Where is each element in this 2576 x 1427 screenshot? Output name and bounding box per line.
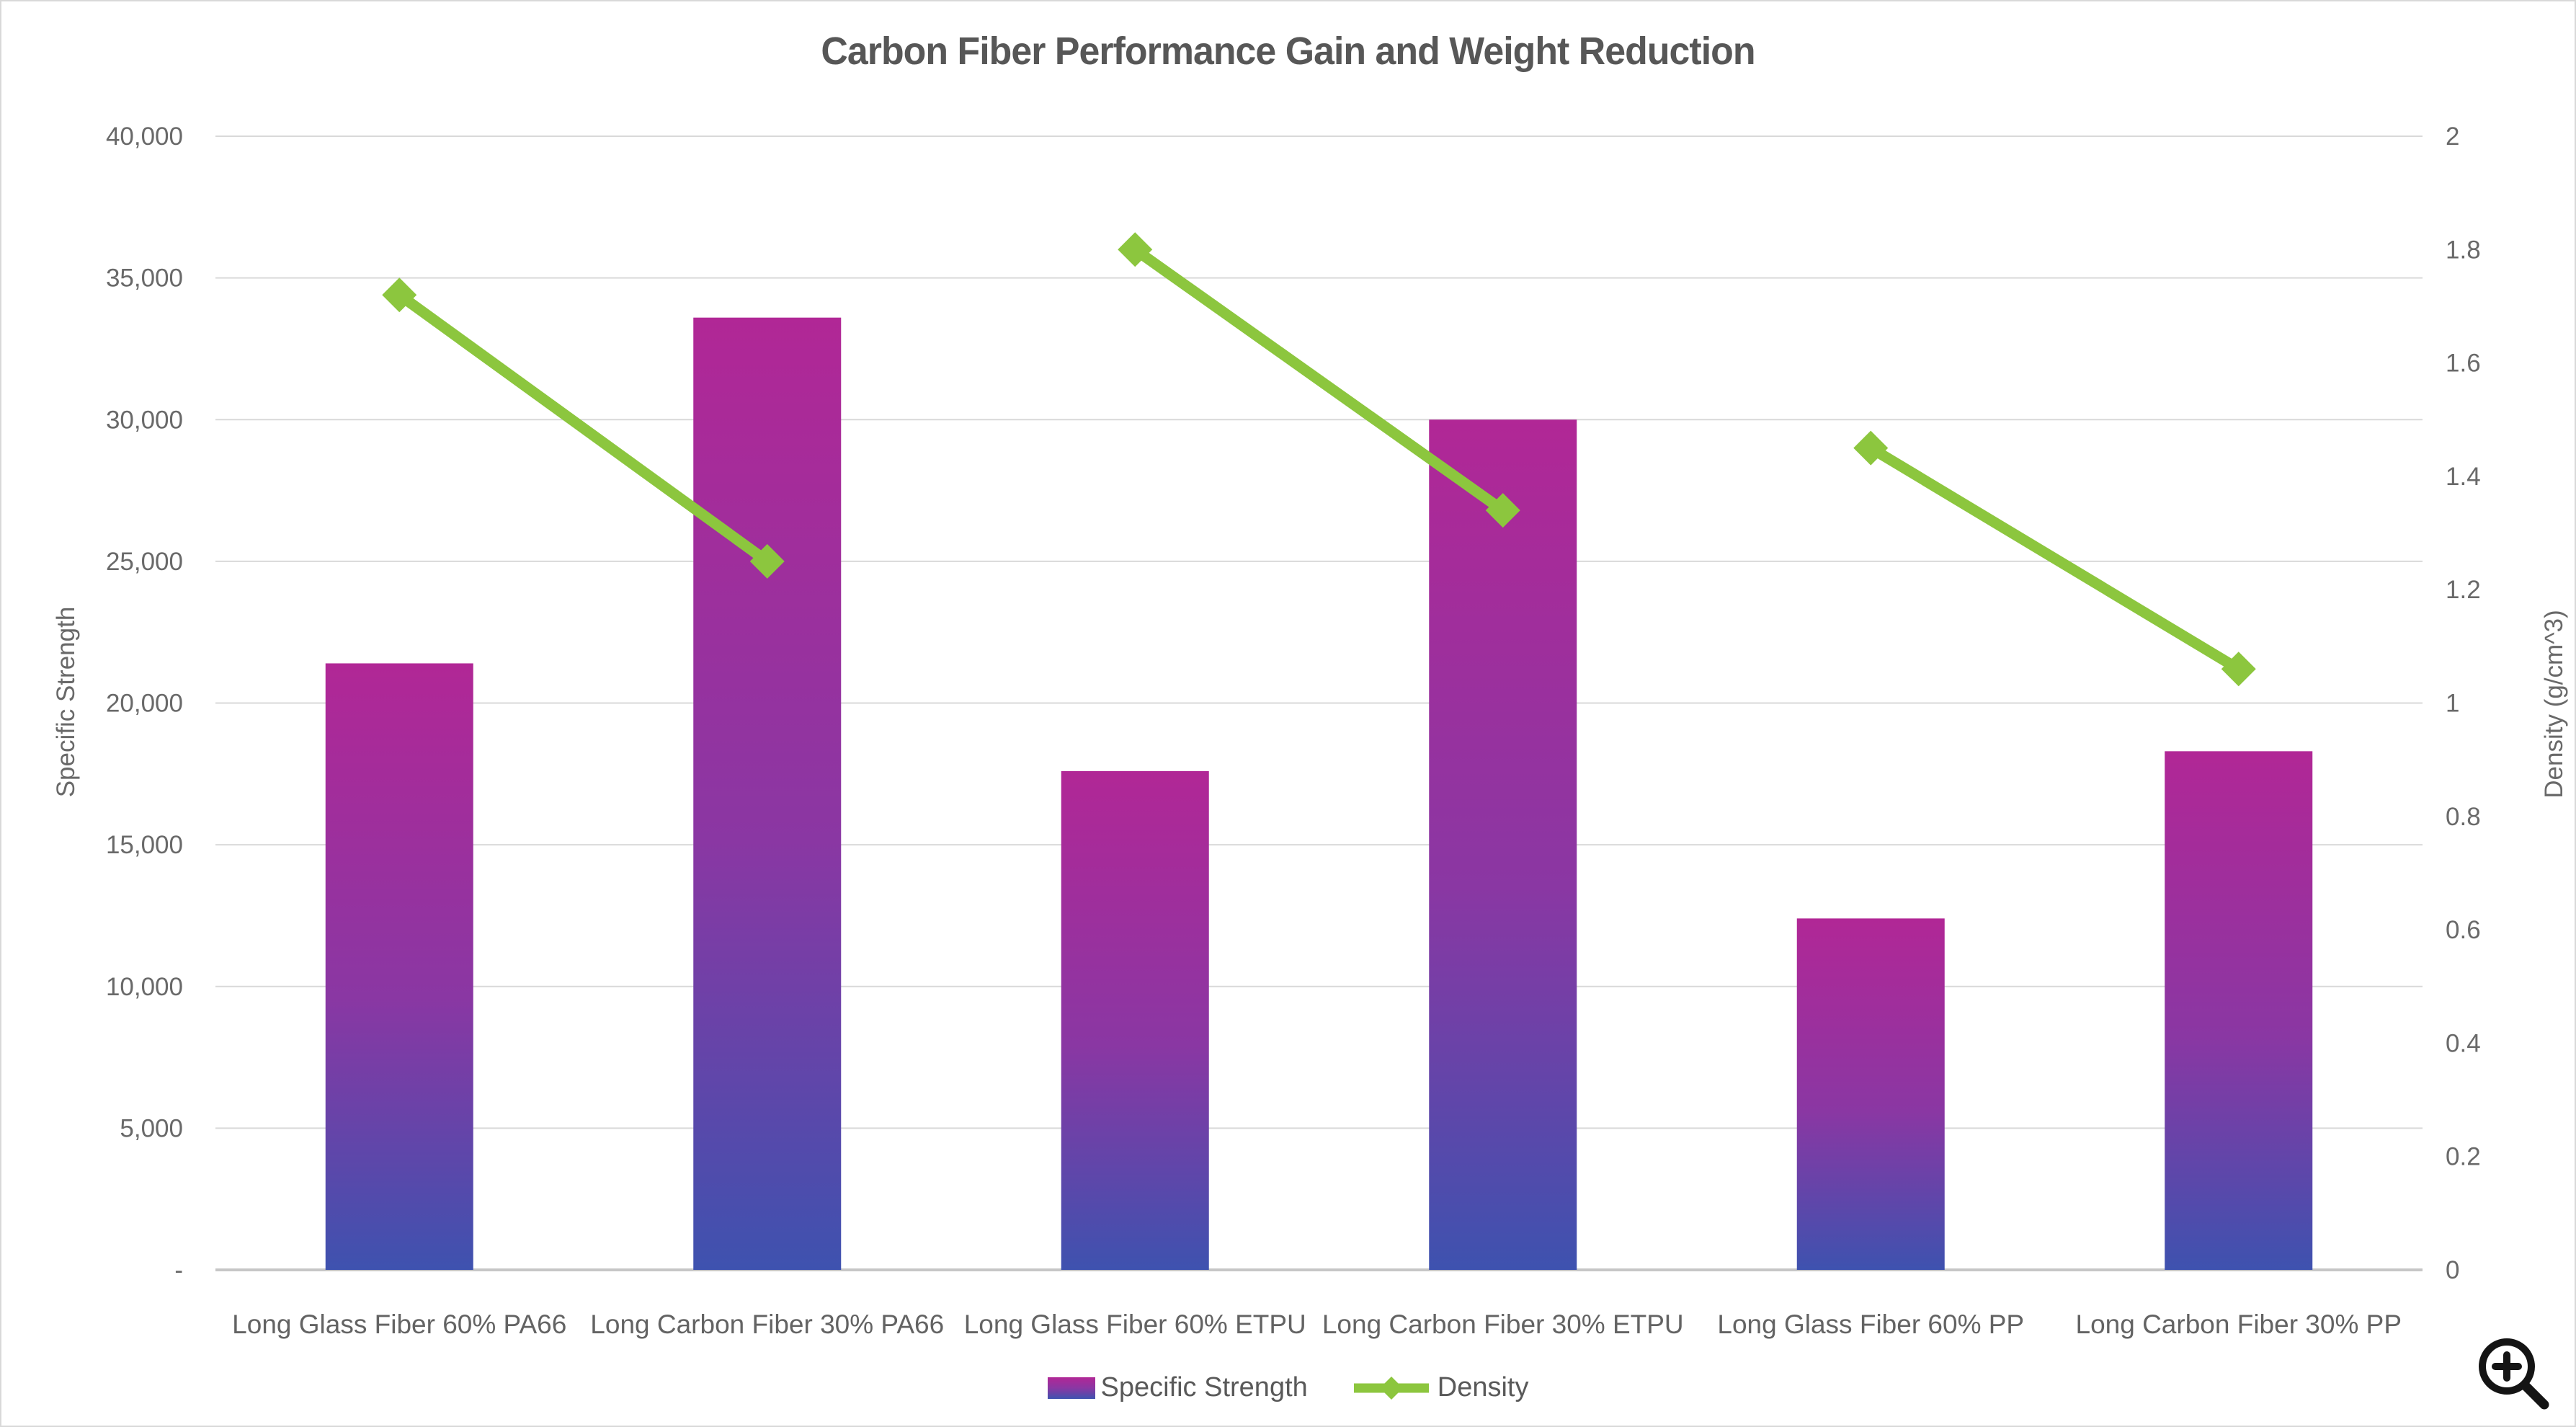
density-marker-4	[1485, 493, 1520, 528]
bar-swatch-icon	[1047, 1377, 1095, 1399]
density-marker-1	[382, 277, 417, 313]
legend: Specific Strength Density	[1, 1372, 2575, 1403]
category-label-2: Long Carbon Fiber 30% PA66	[590, 1310, 944, 1339]
density-segment	[1868, 443, 2242, 674]
right-tick-label: 2	[2446, 123, 2459, 151]
right-tick-label: 0	[2446, 1256, 2459, 1284]
left-tick-label: 30,000	[106, 406, 183, 434]
left-tick-label: 35,000	[106, 264, 183, 293]
left-tick-label: 10,000	[106, 973, 183, 1001]
right-tick-label: 1.6	[2446, 350, 2481, 378]
density-marker-6	[2221, 652, 2256, 687]
left-tick-label: 40,000	[106, 123, 183, 151]
right-tick-label: 1.8	[2446, 236, 2481, 264]
category-label-5: Long Glass Fiber 60% PP	[1717, 1310, 2024, 1339]
bar-2	[693, 317, 842, 1271]
left-axis-tick-labels: - 5,000 10,000 15,000 20,000 25,000 30,000 35,0…	[106, 123, 183, 1284]
right-tick-label: 1.2	[2446, 576, 2481, 604]
gridlines	[215, 135, 2423, 1271]
category-label-1: Long Glass Fiber 60% PA66	[232, 1310, 566, 1339]
category-label-6: Long Carbon Fiber 30% PP	[2076, 1310, 2402, 1339]
legend-label-specific-strength: Specific Strength	[1100, 1372, 1308, 1402]
category-axis-labels: Long Glass Fiber 60% PA66 Long Carbon Fib…	[232, 1310, 2402, 1339]
bar-6	[2165, 751, 2313, 1270]
legend-label-density: Density	[1437, 1372, 1529, 1402]
left-tick-label: -	[174, 1256, 183, 1284]
bar-4	[1429, 419, 1577, 1270]
right-tick-label: 0.4	[2446, 1029, 2481, 1057]
density-segment	[396, 290, 771, 566]
category-label-3: Long Glass Fiber 60% ETPU	[964, 1310, 1306, 1339]
bar-3	[1061, 770, 1209, 1270]
left-tick-label: 5,000	[120, 1114, 183, 1142]
line-series-density	[382, 232, 2256, 687]
right-tick-label: 0.6	[2446, 916, 2481, 944]
right-tick-label: 0.8	[2446, 803, 2481, 831]
category-label-4: Long Carbon Fiber 30% ETPU	[1322, 1310, 1684, 1339]
density-marker-3	[1118, 232, 1153, 267]
legend-item-density: Density	[1351, 1372, 1529, 1403]
right-tick-label: 1.4	[2446, 463, 2481, 491]
left-axis-title: Specific Strength	[52, 606, 80, 798]
bar-1	[325, 663, 473, 1270]
bar-5	[1796, 918, 1945, 1270]
left-tick-label: 25,000	[106, 548, 183, 576]
legend-item-specific-strength: Specific Strength	[1047, 1372, 1308, 1403]
line-swatch-icon	[1353, 1376, 1429, 1400]
right-tick-label: 1	[2446, 690, 2459, 718]
bar-series-specific-strength	[325, 317, 2313, 1271]
left-tick-label: 15,000	[106, 831, 183, 859]
density-marker-2	[749, 543, 785, 579]
right-axis-tick-labels: 0 0.2 0.4 0.6 0.8 1 1.2 1.4 1.6 1.8 2	[2446, 123, 2481, 1284]
zoom-in-icon[interactable]	[2472, 1333, 2552, 1413]
density-marker-5	[1853, 430, 1889, 466]
chart-title: Carbon Fiber Performance Gain and Weight…	[821, 30, 1755, 73]
right-axis-title: Density (g/cm^3)	[2540, 610, 2568, 799]
right-tick-label: 0.2	[2446, 1143, 2481, 1171]
left-tick-label: 20,000	[106, 690, 183, 718]
density-segment	[1131, 245, 1507, 515]
